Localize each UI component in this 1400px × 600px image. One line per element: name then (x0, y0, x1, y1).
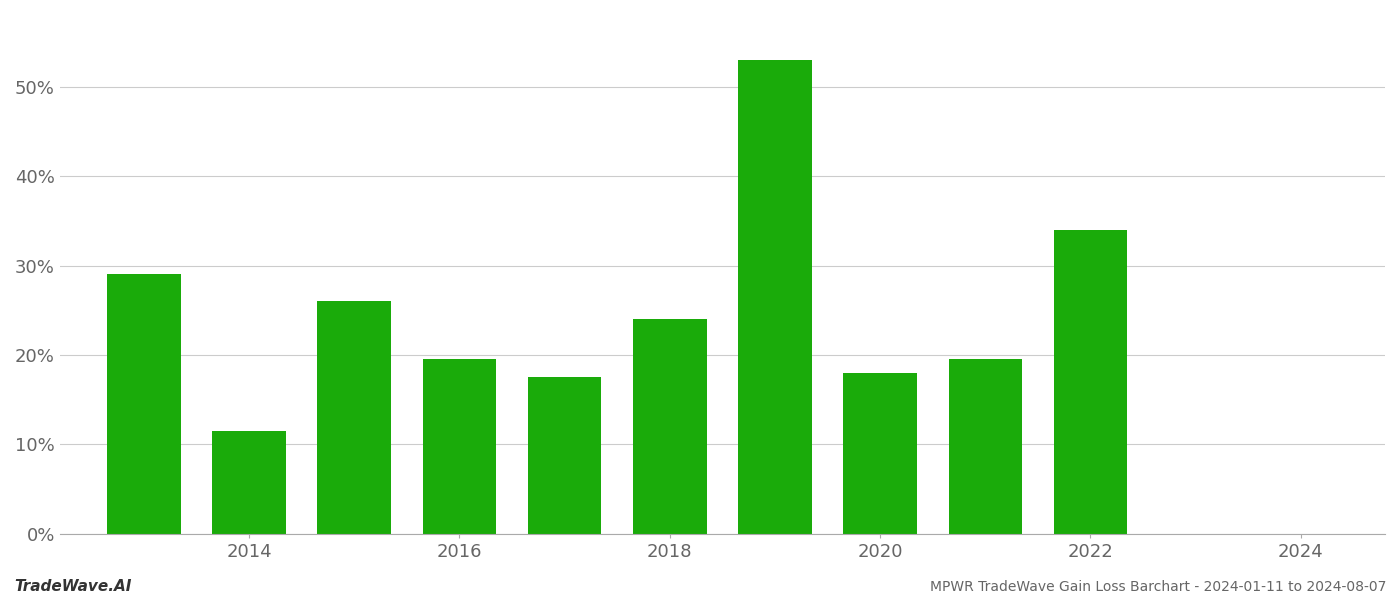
Bar (843, 373, 917, 534)
Bar (213, 431, 286, 534)
Bar (1054, 230, 1127, 534)
Bar (738, 60, 812, 534)
Bar (528, 377, 602, 534)
Bar (949, 359, 1022, 534)
Bar (633, 319, 707, 534)
Bar (106, 274, 181, 534)
Bar (423, 359, 496, 534)
Bar (318, 301, 391, 534)
Text: MPWR TradeWave Gain Loss Barchart - 2024-01-11 to 2024-08-07: MPWR TradeWave Gain Loss Barchart - 2024… (930, 580, 1386, 594)
Text: TradeWave.AI: TradeWave.AI (14, 579, 132, 594)
